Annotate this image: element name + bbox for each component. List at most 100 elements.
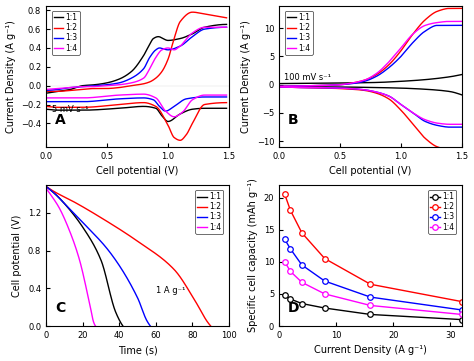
1:3 — [412, 38, 418, 43]
Y-axis label: Current Density (A g⁻¹): Current Density (A g⁻¹) — [241, 20, 251, 133]
Text: 100 mV s⁻¹: 100 mV s⁻¹ — [284, 73, 331, 82]
1:4 — [288, 269, 293, 274]
1:3 — [56, 195, 62, 200]
1:1 — [224, 22, 229, 27]
1:4 — [74, 250, 80, 254]
1:3 — [103, 83, 109, 87]
1:1 — [73, 216, 79, 221]
1:4 — [412, 30, 418, 35]
1:3 — [337, 83, 343, 87]
1:4 — [459, 312, 465, 317]
1:1 — [43, 91, 49, 95]
Text: B: B — [288, 113, 299, 127]
1:1 — [299, 301, 305, 306]
1:3 — [119, 268, 125, 272]
1:1 — [427, 77, 432, 82]
1:1 — [99, 259, 104, 264]
1:3 — [276, 84, 282, 88]
1:1 — [322, 306, 328, 310]
1:2 — [459, 299, 465, 304]
Line: 1:1: 1:1 — [279, 74, 462, 84]
1:2 — [459, 6, 465, 10]
1:1 — [99, 260, 105, 265]
1:4 — [142, 75, 148, 79]
1:2 — [351, 81, 357, 85]
1:3 — [376, 73, 382, 77]
1:2 — [177, 20, 182, 24]
1:4 — [177, 44, 183, 48]
1:3 — [177, 44, 183, 48]
1:3 — [224, 25, 229, 29]
1:4 — [79, 267, 85, 271]
1:3 — [459, 23, 465, 27]
1:4 — [63, 219, 69, 223]
1:1 — [118, 77, 123, 81]
Legend: 1:1, 1:2, 1:3, 1:4: 1:1, 1:2, 1:3, 1:4 — [52, 11, 80, 55]
Line: 1:4: 1:4 — [46, 27, 227, 90]
1:3 — [109, 252, 115, 257]
1:3 — [282, 237, 288, 242]
1:3 — [118, 266, 124, 271]
1:4 — [376, 69, 382, 74]
Line: 1:3: 1:3 — [282, 236, 465, 313]
Line: 1:1: 1:1 — [46, 187, 123, 326]
1:2 — [192, 10, 198, 14]
1:4 — [282, 260, 288, 264]
1:4 — [299, 280, 305, 284]
1:4 — [224, 25, 229, 29]
1:3 — [321, 83, 327, 88]
1:3 — [427, 26, 432, 30]
1:1 — [351, 81, 357, 85]
1:2 — [163, 259, 169, 264]
Text: A: A — [55, 113, 66, 127]
X-axis label: Cell potential (V): Cell potential (V) — [329, 166, 411, 176]
1:3 — [43, 88, 49, 92]
1:1 — [288, 297, 293, 301]
Line: 1:2: 1:2 — [46, 12, 227, 91]
1:3 — [299, 263, 305, 267]
1:3 — [192, 33, 198, 37]
Y-axis label: Specific cell capacity (mAh g⁻¹): Specific cell capacity (mAh g⁻¹) — [248, 178, 258, 332]
1:4 — [79, 266, 84, 271]
1:1 — [91, 244, 97, 248]
1:3 — [351, 81, 357, 86]
Y-axis label: Current Density (A g⁻¹): Current Density (A g⁻¹) — [6, 20, 16, 133]
X-axis label: Current Density (A g⁻¹): Current Density (A g⁻¹) — [314, 345, 427, 356]
1:1 — [120, 324, 126, 328]
1:2 — [55, 89, 61, 93]
Line: 1:1: 1:1 — [46, 25, 227, 93]
1:2 — [43, 89, 49, 93]
1:1 — [276, 82, 282, 86]
Line: 1:2: 1:2 — [279, 8, 462, 86]
1:2 — [224, 16, 229, 20]
Legend: 1:1, 1:2, 1:3, 1:4: 1:1, 1:2, 1:3, 1:4 — [285, 11, 313, 55]
1:2 — [282, 192, 288, 196]
1:4 — [276, 84, 282, 88]
1:2 — [117, 85, 123, 90]
1:4 — [337, 83, 343, 87]
1:3 — [43, 184, 49, 189]
Y-axis label: Cell potential (V): Cell potential (V) — [12, 214, 22, 296]
Legend: 1:1, 1:2, 1:3, 1:4: 1:1, 1:2, 1:3, 1:4 — [428, 190, 456, 234]
1:1 — [142, 51, 148, 56]
1:2 — [299, 231, 305, 235]
Line: 1:4: 1:4 — [279, 21, 462, 86]
1:4 — [43, 87, 49, 92]
1:2 — [376, 71, 382, 75]
Line: 1:1: 1:1 — [282, 292, 465, 322]
1:2 — [162, 258, 168, 263]
1:2 — [368, 282, 374, 286]
1:2 — [142, 81, 147, 86]
1:2 — [103, 86, 109, 91]
1:4 — [321, 83, 327, 88]
X-axis label: Cell potential (V): Cell potential (V) — [96, 166, 179, 176]
1:3 — [77, 217, 83, 222]
1:2 — [97, 215, 102, 219]
1:4 — [322, 292, 328, 296]
1:4 — [351, 81, 357, 85]
1:4 — [92, 324, 98, 328]
1:1 — [43, 184, 49, 189]
Text: 1 A g⁻¹: 1 A g⁻¹ — [156, 286, 185, 295]
1:2 — [427, 14, 432, 18]
1:3 — [88, 84, 93, 88]
